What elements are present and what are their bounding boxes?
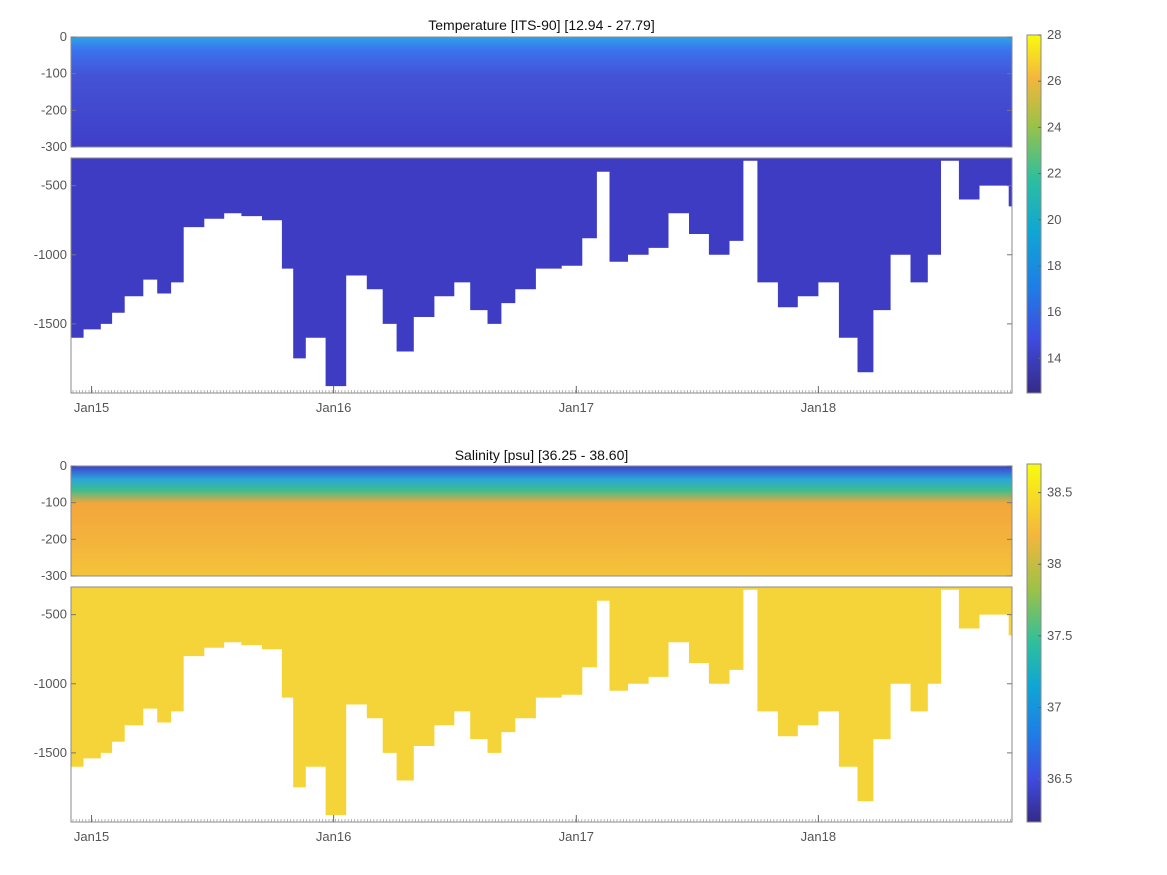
y-tick-label: -100 <box>41 495 67 510</box>
colorbar-tick-label: 20 <box>1047 212 1061 227</box>
y-tick-label: -200 <box>41 102 67 117</box>
salinity-title: Salinity [psu] [36.25 - 38.60] <box>455 447 629 463</box>
y-tick-label: -500 <box>41 178 67 193</box>
salinity-lower-axes <box>70 586 1013 823</box>
colorbar-tick-label: 14 <box>1047 350 1061 365</box>
y-tick-label: 0 <box>60 29 67 44</box>
y-tick-label: -1000 <box>34 676 67 691</box>
salinity-chart: Salinity [psu] [36.25 - 38.60] 0 -100 -200 -… <box>34 447 1073 844</box>
y-tick-label: -300 <box>41 568 67 583</box>
y-tick-label: -1500 <box>34 316 67 331</box>
colorbar-tick-label: 36.5 <box>1047 771 1072 786</box>
temperature-upper-axes <box>70 36 1013 148</box>
x-tick-label: Jan15 <box>74 829 109 844</box>
x-tick-label: Jan16 <box>316 829 351 844</box>
temperature-title: Temperature [ITS-90] [12.94 - 27.79] <box>428 17 654 33</box>
temperature-lower-axes <box>70 157 1013 394</box>
x-tick-label: Jan18 <box>801 829 836 844</box>
colorbar-tick-label: 26 <box>1047 73 1061 88</box>
salinity-upper-axes <box>70 465 1013 577</box>
temperature-upper-field <box>71 37 1012 147</box>
y-tick-label: -500 <box>41 607 67 622</box>
temperature-lower-field <box>71 158 1012 387</box>
y-tick-label: 0 <box>60 458 67 473</box>
y-tick-label: -1500 <box>34 745 67 760</box>
colorbar-tick-label: 37 <box>1047 699 1061 714</box>
y-tick-label: -300 <box>41 139 67 154</box>
temperature-chart: Temperature [ITS-90] [12.94 - 27.79] 0 -10… <box>34 17 1062 415</box>
x-tick-label: Jan16 <box>316 400 351 415</box>
colorbar-tick-label: 18 <box>1047 258 1061 273</box>
y-tick-label: -100 <box>41 66 67 81</box>
colorbar-tick-label: 38 <box>1047 556 1061 571</box>
x-tick-label: Jan18 <box>801 400 836 415</box>
colorbar-tick-label: 22 <box>1047 166 1061 181</box>
x-tick-label: Jan17 <box>559 829 594 844</box>
temperature-colorbar <box>1026 34 1042 394</box>
x-tick-label: Jan17 <box>559 400 594 415</box>
colorbar-tick-label: 24 <box>1047 119 1061 134</box>
colorbar-tick-label: 28 <box>1047 27 1061 42</box>
y-tick-label: -1000 <box>34 247 67 262</box>
colorbar-tick-label: 16 <box>1047 304 1061 319</box>
colorbar-tick-label: 37.5 <box>1047 628 1072 643</box>
colorbar-tick-label: 38.5 <box>1047 485 1072 500</box>
y-tick-label: -200 <box>41 531 67 546</box>
salinity-colorbar <box>1026 463 1042 823</box>
salinity-lower-field <box>71 587 1012 816</box>
salinity-upper-field <box>71 466 1012 576</box>
x-tick-label: Jan15 <box>74 400 109 415</box>
